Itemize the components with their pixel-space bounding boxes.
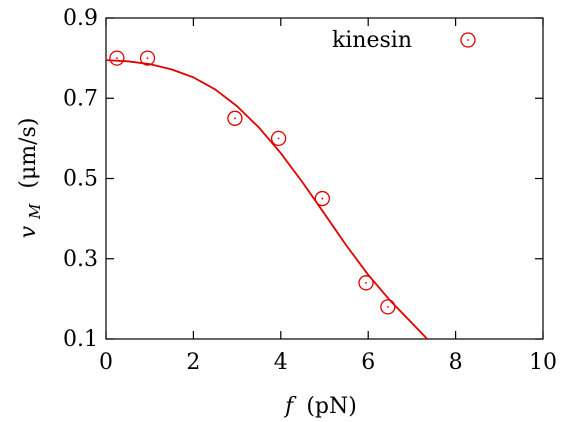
data-point (380, 299, 396, 315)
y-axis-subscript: M (26, 203, 44, 220)
data-point (314, 190, 330, 207)
data-point (358, 275, 374, 291)
legend-marker-kinesin-dot (467, 39, 469, 41)
data-point-center (116, 57, 118, 60)
data-point (227, 110, 243, 126)
legend-marker-kinesin (460, 32, 476, 48)
data-point (139, 50, 156, 66)
legend-label-kinesin: kinesin (332, 28, 412, 53)
data-point-center (277, 137, 280, 140)
y-tick-label: 0.7 (63, 86, 98, 111)
data-point-center (386, 306, 389, 308)
data-point (270, 130, 287, 147)
fit-curve-group (105, 59, 428, 340)
data-point-center (146, 57, 149, 60)
data-points-group (109, 50, 396, 315)
x-axis-ticks: 0 2 4 6 8 10 (99, 18, 557, 375)
data-point-center (321, 197, 324, 200)
y-axis-label: v M (μm/s) (16, 118, 46, 239)
data-point (109, 50, 125, 66)
x-tick-label: 10 (529, 350, 557, 375)
x-tick-label: 8 (449, 350, 463, 375)
y-axis-ticks: 0.1 0.3 0.5 0.7 0.9 (63, 6, 543, 352)
x-tick-label: 4 (274, 350, 288, 375)
x-tick-label: 0 (99, 350, 113, 375)
fit-curve (105, 59, 428, 340)
y-tick-label: 0.9 (63, 6, 98, 31)
x-tick-label: 6 (361, 350, 375, 375)
data-point-center (365, 281, 367, 284)
x-tick-label: 2 (186, 350, 200, 375)
y-axis-variable: v (16, 225, 41, 238)
y-tick-label: 0.5 (63, 167, 98, 192)
data-point-center (234, 117, 236, 120)
y-tick-label: 0.3 (63, 247, 98, 272)
legend: kinesin (332, 28, 476, 53)
x-axis-unit: (pN) (306, 394, 357, 419)
x-axis-variable: f (283, 394, 297, 419)
y-axis-unit: (μm/s) (16, 118, 41, 189)
y-tick-label: 0.1 (63, 327, 98, 352)
x-axis-label: f (pN) (283, 394, 357, 419)
